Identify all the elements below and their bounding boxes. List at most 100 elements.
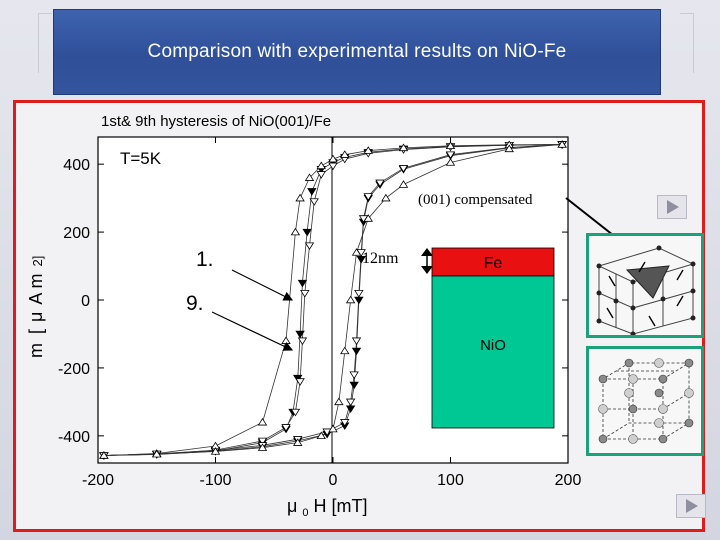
data-point <box>445 151 456 160</box>
y-tick-label: -400 <box>58 429 90 446</box>
data-point <box>304 173 315 181</box>
y-axis-label-text: m [ μ A m 2] <box>26 256 46 358</box>
x-axis-label-rest: H [mT] <box>314 496 368 516</box>
y-axis-label-mu: μ <box>26 312 46 322</box>
temperature-label: T=5K <box>120 149 162 168</box>
data-point <box>210 447 221 455</box>
figure-subtitle: 1st& 9th hysteresis of NiO(001)/Fe <box>101 113 331 130</box>
data-point <box>328 162 338 171</box>
y-tick-label: 400 <box>63 157 90 174</box>
data-point <box>504 144 514 153</box>
data-point <box>351 347 362 356</box>
data-point <box>290 408 301 417</box>
decor-line-right <box>693 13 694 73</box>
data-point <box>349 371 359 380</box>
compensated-lattice-icon <box>596 245 696 337</box>
annotation-ninth-loop: 9. <box>186 292 204 315</box>
data-point <box>304 242 315 251</box>
data-point <box>375 179 385 188</box>
data-point <box>363 214 373 222</box>
data-point <box>297 279 308 288</box>
compensated-label-text: (001) compensated <box>418 192 533 208</box>
data-point <box>354 290 364 298</box>
compensated-lattice-panel <box>586 233 704 338</box>
annotation-arrow-ninth <box>211 311 294 351</box>
play-button-top[interactable] <box>657 195 687 219</box>
data-point <box>557 140 567 148</box>
y-axis-label-m: m <box>26 343 46 358</box>
data-point <box>309 198 319 206</box>
data-point <box>316 431 326 440</box>
fe-layer <box>431 247 555 277</box>
x-tick-label: 200 <box>555 472 582 489</box>
thickness-label: 12nm <box>362 250 399 267</box>
data-point <box>293 438 303 446</box>
data-point <box>381 193 391 202</box>
data-point <box>257 417 268 426</box>
annotation-arrow-first <box>231 269 294 301</box>
play-icon <box>667 200 679 214</box>
series-2-descending_branch-line <box>103 144 563 456</box>
nio-lattice-panel <box>586 346 704 456</box>
data-point <box>295 193 305 202</box>
x-tick-label: 100 <box>437 472 464 489</box>
data-point <box>99 451 109 459</box>
x-tick-label: 0 <box>329 472 338 489</box>
tick-layer: -200 -100 0 100 200 -400 -200 0 200 400 <box>58 137 581 489</box>
data-point <box>351 248 362 256</box>
data-point <box>363 146 373 154</box>
title-bar: Comparison with experimental results on … <box>53 9 661 95</box>
data-point <box>340 346 350 355</box>
data-point <box>297 337 308 346</box>
data-point <box>307 188 317 196</box>
y-axis-label-am: A m <box>26 274 46 305</box>
fe-layer-label: Fe <box>484 255 503 272</box>
y-axis-label-bracket-right: 2] <box>30 256 45 267</box>
data-point <box>345 398 356 407</box>
data-point <box>328 154 338 163</box>
data-point <box>295 378 305 386</box>
data-point <box>328 424 338 433</box>
data-point <box>363 193 373 201</box>
data-point <box>398 165 409 173</box>
data-point <box>398 143 409 152</box>
y-tick-label: 200 <box>63 225 90 242</box>
y-tick-label: -200 <box>58 361 90 378</box>
data-point <box>295 330 305 339</box>
data-point <box>257 443 268 451</box>
x-axis-label: μ 0 H [mT] <box>287 496 368 520</box>
thickness-arrow-head-bottom <box>421 266 433 274</box>
data-point <box>345 295 356 304</box>
annotation-first-loop: 1. <box>196 248 214 271</box>
x-tick-label: -100 <box>199 472 231 489</box>
data-point <box>300 290 310 298</box>
y-tick-label: 0 <box>81 293 90 310</box>
decor-line-right-top <box>680 13 694 14</box>
thickness-arrow-head-top <box>421 248 433 256</box>
data-point <box>257 437 268 446</box>
nio-layer <box>431 275 555 429</box>
x-axis-label-sub: 0 <box>302 507 308 519</box>
data-point <box>445 141 456 150</box>
play-button-bottom[interactable] <box>676 494 706 518</box>
data-point <box>398 180 409 188</box>
y-axis-label: m [ μ A m 2] <box>26 256 46 358</box>
play-icon <box>686 499 698 513</box>
marker-layer <box>99 140 567 460</box>
data-point <box>340 150 350 158</box>
data-point <box>290 227 301 236</box>
decor-line-left-top <box>38 13 52 14</box>
slide-title: Comparison with experimental results on … <box>147 41 567 62</box>
x-axis-label-mu: μ <box>287 496 297 516</box>
x-tick-label: -200 <box>82 472 114 489</box>
data-point <box>316 171 326 179</box>
data-point <box>334 397 344 406</box>
y-axis-label-bracket-left: [ <box>26 329 46 334</box>
data-point <box>445 158 456 166</box>
data-point <box>351 337 362 346</box>
data-point <box>340 419 350 427</box>
data-point <box>302 228 312 237</box>
nio-lattice-icon <box>598 358 694 444</box>
